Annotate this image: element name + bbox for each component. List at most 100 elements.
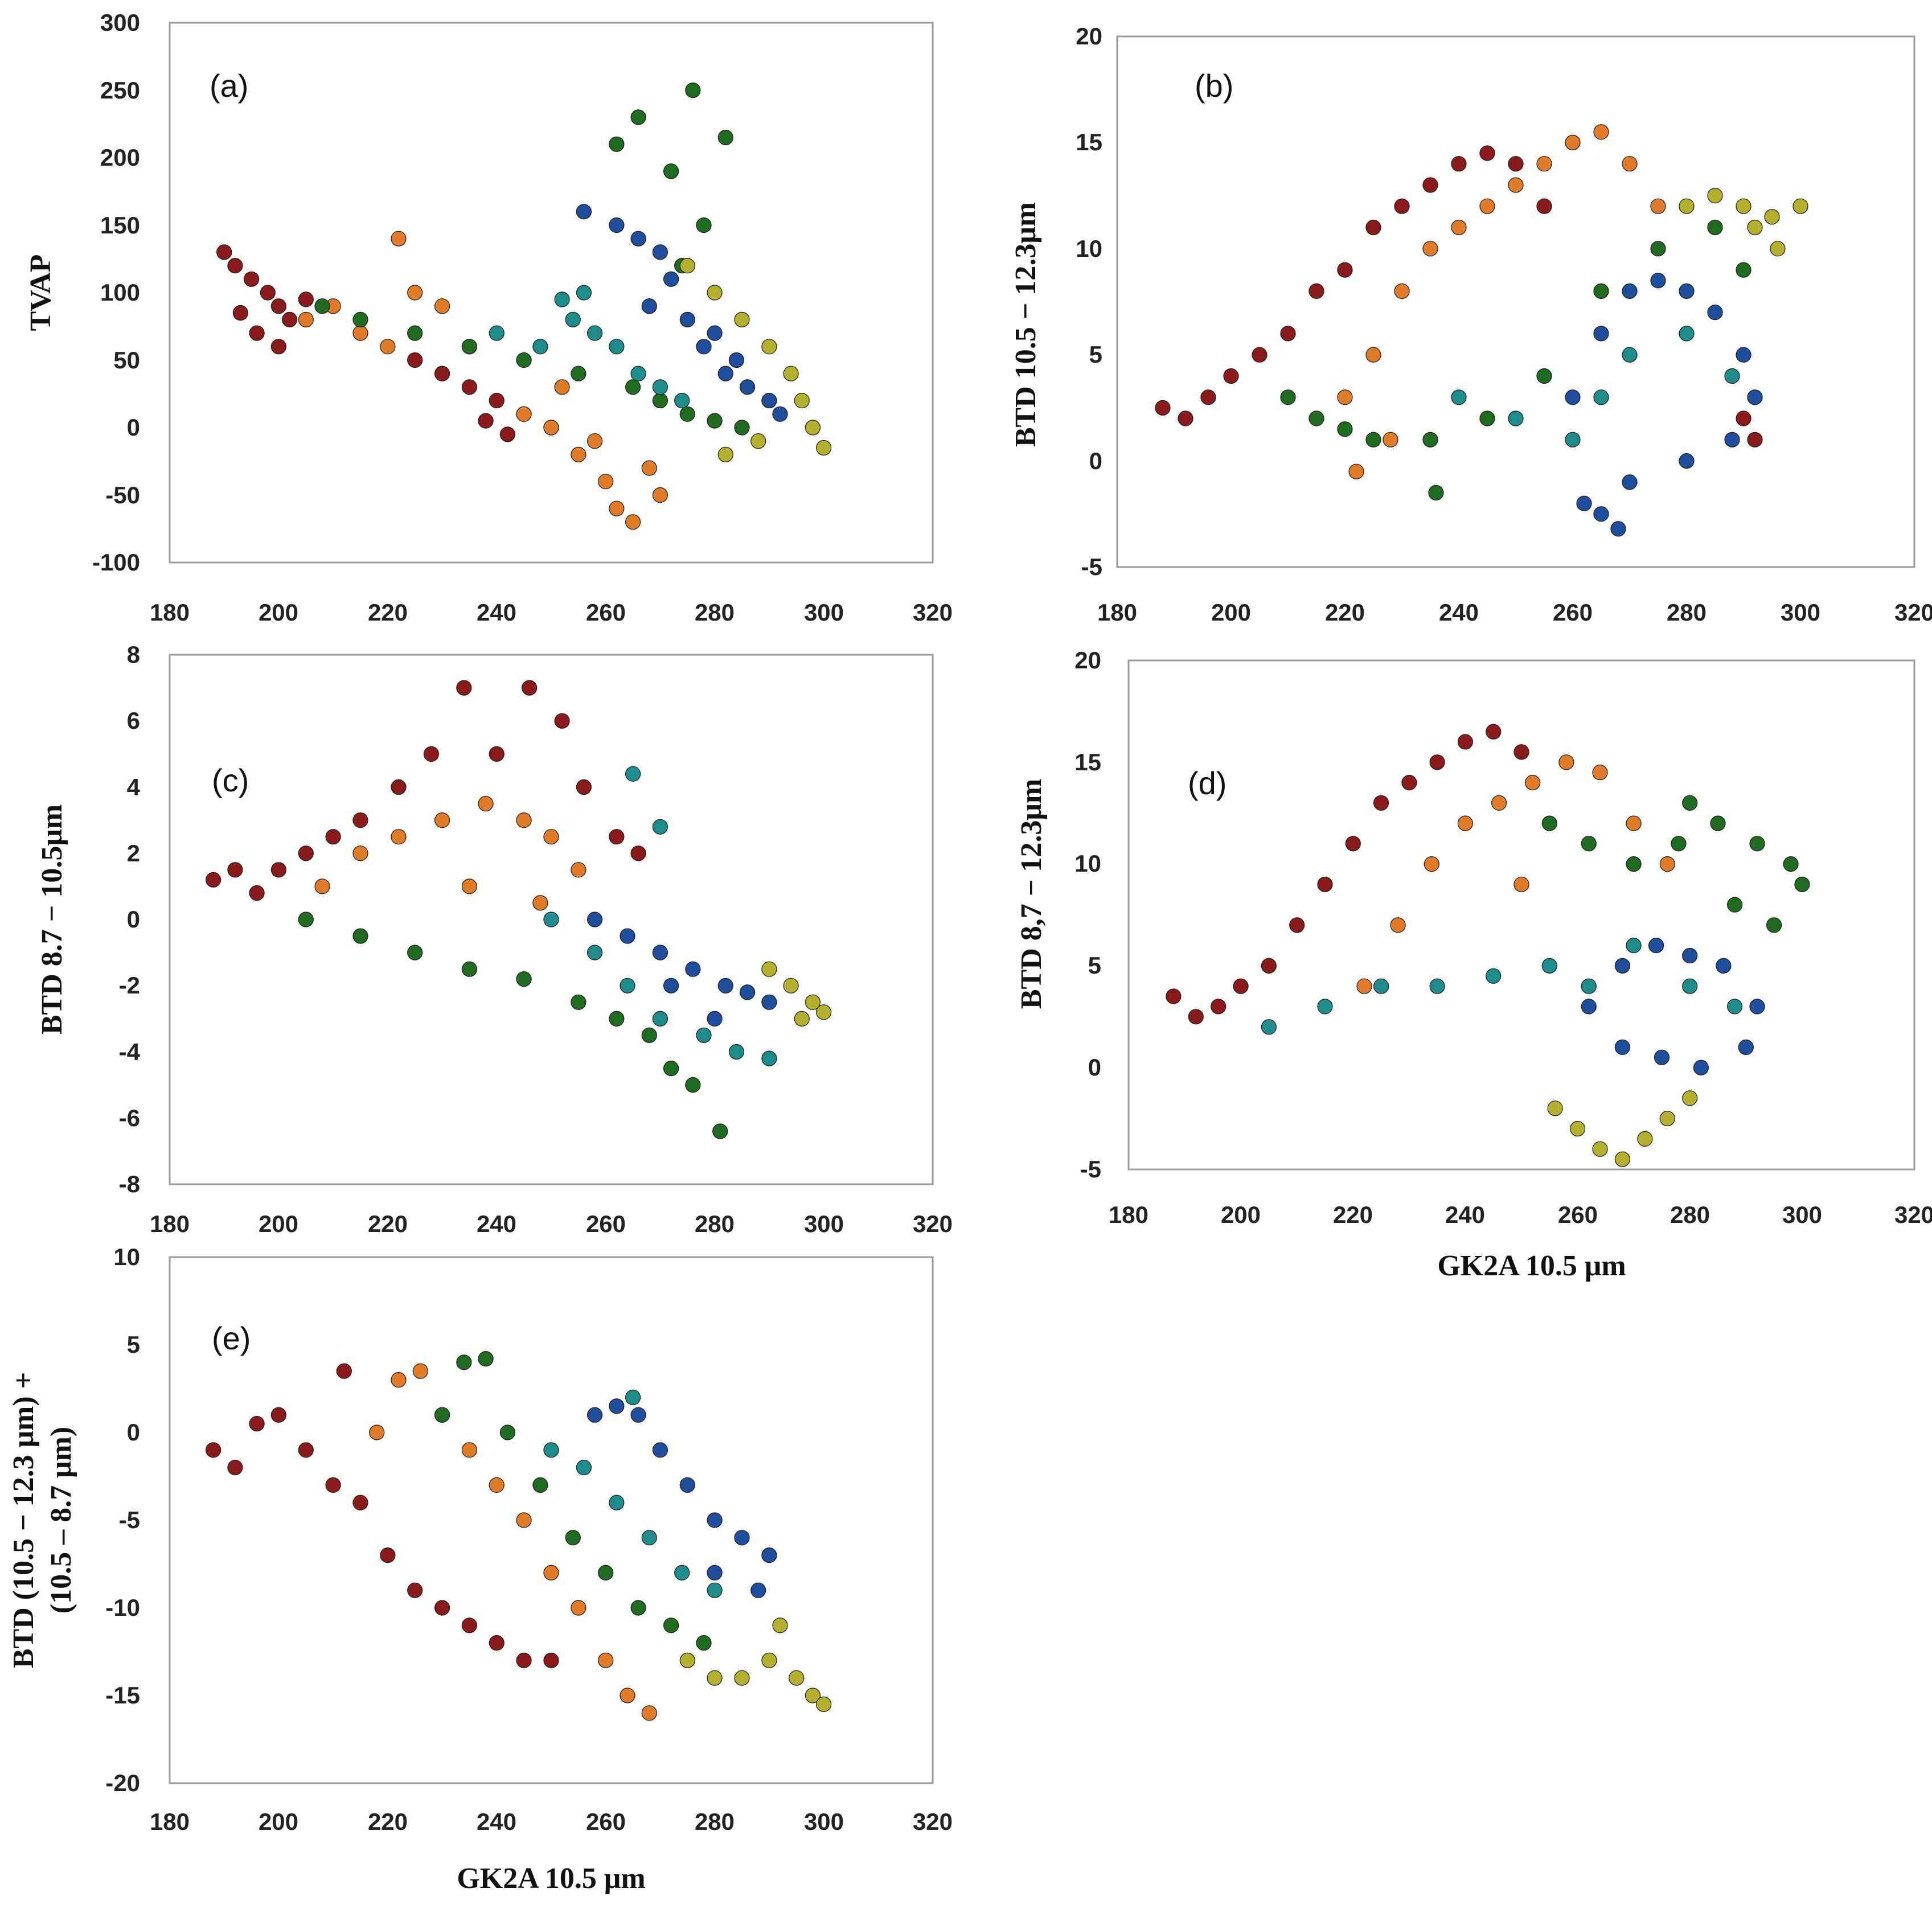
scatter-point-navy-blue — [652, 945, 668, 960]
scatter-point-dark-green — [663, 1617, 679, 1633]
scatter-point-orange — [516, 1512, 532, 1528]
y-tick-label: -15 — [105, 1682, 140, 1709]
panel-b: (b) BTD 10.5 − 12.3μm 180 200 220 240 260 280… — [1010, 23, 1932, 626]
scatter-point-teal — [554, 292, 570, 307]
y-axis-label-b: BTD 10.5 − 12.3μm — [1010, 202, 1042, 447]
scatter-point-dark-red — [1513, 744, 1529, 760]
scatter-point-dark-red — [1289, 917, 1305, 933]
scatter-point-navy-blue — [1693, 1060, 1709, 1075]
scatter-point-olive-yellow — [1637, 1131, 1653, 1147]
scatter-point-dark-green — [1794, 876, 1810, 893]
scatter-point-dark-green — [1422, 432, 1438, 447]
scatter-point-orange — [1626, 815, 1642, 831]
plot-frame-e — [169, 1256, 934, 1784]
scatter-point-dark-red — [298, 292, 314, 307]
scatter-point-dark-red — [232, 305, 248, 321]
scatter-point-dark-red — [1211, 999, 1227, 1015]
scatter-point-olive-yellow — [1570, 1120, 1586, 1137]
scatter-point-navy-blue — [679, 1477, 695, 1493]
scatter-point-navy-blue — [707, 1011, 723, 1027]
y-tick-label: 0 — [1088, 1054, 1101, 1081]
y-tick-labels-e: -20 -15 -10 -5 0 5 10 — [105, 1243, 140, 1796]
scatter-point-orange — [571, 446, 586, 463]
scatter-point-dark-green — [630, 109, 646, 125]
scatter-point-orange — [1365, 347, 1381, 363]
scatter-point-navy-blue — [620, 928, 635, 944]
scatter-point-navy-blue — [1679, 283, 1695, 299]
x-tick-label: 260 — [1558, 1201, 1598, 1228]
panel-label-e: (e) — [212, 1320, 251, 1356]
scatter-point-dark-green — [571, 994, 586, 1010]
scatter-point-orange — [1558, 754, 1574, 770]
panel-label-a: (a) — [210, 68, 248, 104]
scatter-point-dark-green — [630, 1600, 646, 1616]
panel-e: (e) BTD (10.5 − 12.3 μm) + (10.5 – 8.7 μ… — [7, 1243, 953, 1895]
scatter-point-teal — [696, 1027, 712, 1044]
scatter-point-orange — [352, 325, 368, 341]
scatter-point-teal — [576, 1460, 592, 1476]
scatter-point-navy-blue — [1614, 1039, 1630, 1056]
y-tick-label: 20 — [1074, 647, 1101, 674]
scatter-point-olive-yellow — [679, 1652, 695, 1668]
x-tick-label: 260 — [586, 599, 626, 626]
scatter-point-dark-green — [1749, 836, 1765, 852]
scatter-point-teal — [586, 945, 603, 960]
y-axis-label-d: BTD 8,7 − 12.3μm — [1015, 779, 1048, 1009]
scatter-points-e — [206, 1351, 832, 1721]
scatter-point-orange — [489, 1477, 504, 1493]
scatter-point-orange — [1622, 156, 1638, 172]
scatter-point-teal — [652, 1011, 668, 1027]
scatter-point-dark-red — [270, 1407, 286, 1423]
x-tick-label: 240 — [477, 1808, 516, 1835]
scatter-point-dark-green — [1280, 389, 1296, 405]
scatter-point-orange — [352, 845, 368, 861]
scatter-point-teal — [489, 325, 504, 341]
x-tick-label: 320 — [913, 1808, 953, 1835]
y-tick-label: -10 — [105, 1594, 140, 1621]
y-tick-label: 0 — [127, 906, 140, 933]
y-tick-label: 15 — [1076, 129, 1102, 155]
panel-a: (a) TVAP 180 200 220 240 260 280 300 320 -100 -5… — [24, 9, 953, 626]
scatter-point-dark-green — [685, 1077, 701, 1093]
scatter-point-navy-blue — [1614, 958, 1630, 974]
panel-label-d: (d) — [1188, 765, 1227, 801]
scatter-point-orange — [1565, 134, 1581, 150]
scatter-point-dark-green — [663, 163, 679, 179]
scatter-point-dark-red — [352, 812, 368, 828]
scatter-point-teal — [728, 1044, 745, 1060]
x-tick-label: 220 — [368, 1808, 408, 1835]
scatter-point-navy-blue — [652, 1442, 668, 1458]
y-tick-label: 10 — [113, 1243, 140, 1270]
scatter-point-dark-red — [249, 885, 265, 901]
scatter-point-navy-blue — [1576, 495, 1592, 511]
scatter-point-dark-red — [249, 1416, 265, 1432]
y-tick-label: -5 — [1080, 1156, 1101, 1183]
scatter-point-navy-blue — [641, 298, 657, 314]
scatter-point-dark-green — [434, 1407, 450, 1423]
x-tick-label: 280 — [1670, 1201, 1710, 1228]
scatter-point-dark-green — [352, 928, 368, 944]
scatter-point-teal — [674, 1565, 690, 1580]
scatter-point-orange — [598, 1652, 614, 1668]
scatter-point-navy-blue — [761, 1547, 777, 1563]
scatter-point-dark-red — [1479, 145, 1495, 161]
scatter-point-navy-blue — [707, 325, 723, 341]
scatter-point-dark-red — [1337, 262, 1353, 278]
scatter-point-olive-yellow — [761, 339, 777, 355]
scatter-point-navy-blue — [652, 244, 668, 260]
scatter-point-olive-yellow — [750, 433, 766, 449]
scatter-point-dark-green — [663, 1060, 679, 1077]
plot-frame-c — [169, 654, 934, 1185]
x-tick-label: 220 — [1333, 1201, 1373, 1228]
scatter-point-dark-green — [456, 1354, 472, 1370]
scatter-point-dark-green — [1593, 283, 1609, 299]
scatter-point-dark-red — [461, 379, 478, 395]
scatter-point-navy-blue — [576, 204, 592, 220]
scatter-point-teal — [625, 1389, 641, 1405]
scatter-point-dark-red — [270, 339, 286, 355]
scatter-point-dark-green — [1581, 836, 1597, 852]
scatter-point-dark-green — [712, 1123, 728, 1139]
scatter-point-dark-red — [380, 1547, 396, 1563]
scatter-point-dark-green — [1365, 432, 1381, 447]
